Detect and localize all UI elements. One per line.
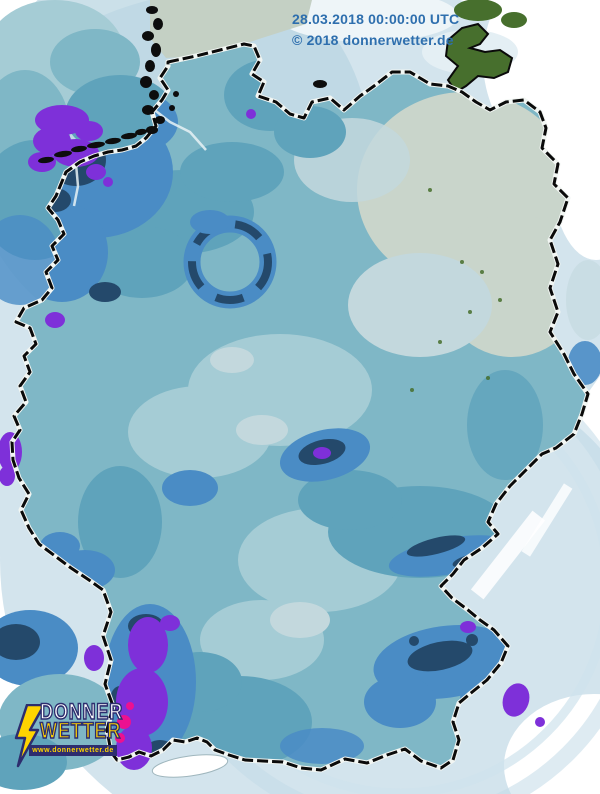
rain-cell-alps bbox=[502, 683, 530, 717]
ruegen-island bbox=[444, 22, 514, 94]
denmark bbox=[150, 0, 312, 58]
estuary-lines bbox=[72, 107, 207, 207]
danish-island bbox=[501, 12, 527, 28]
lake-constance bbox=[151, 754, 229, 778]
fehmarn-island bbox=[313, 80, 327, 88]
rain-cell-thuringia bbox=[313, 447, 331, 459]
rain-cell-blackforest bbox=[128, 617, 168, 673]
logo-word-donner: DONNER bbox=[39, 699, 124, 724]
map-header: 28.03.2018 00:00:00 UTC © 2018 donnerwet… bbox=[292, 9, 459, 51]
copyright: © 2018 donnerwetter.de bbox=[292, 32, 454, 48]
logo-wordmark: DONNER WETTER bbox=[39, 699, 124, 743]
donnerwetter-logo[interactable]: DONNER WETTER www.donnerwetter.de bbox=[12, 699, 124, 772]
islands-layer bbox=[38, 6, 327, 164]
rain-cell-extreme bbox=[117, 715, 131, 729]
germany-border bbox=[9, 41, 591, 773]
out-of-range-se bbox=[504, 694, 600, 794]
settlement-specks bbox=[410, 188, 502, 392]
timestamp: 28.03.2018 00:00:00 UTC bbox=[292, 11, 460, 27]
rain-cell-kiel bbox=[246, 109, 256, 119]
logo-word-wetter: WETTER bbox=[39, 718, 122, 743]
rain-cell-vosges bbox=[84, 645, 104, 671]
danish-island bbox=[454, 0, 502, 21]
lightning-bolt-icon bbox=[14, 704, 46, 768]
baltic-sea bbox=[278, 0, 458, 42]
logo-url[interactable]: www.donnerwetter.de bbox=[29, 745, 117, 756]
